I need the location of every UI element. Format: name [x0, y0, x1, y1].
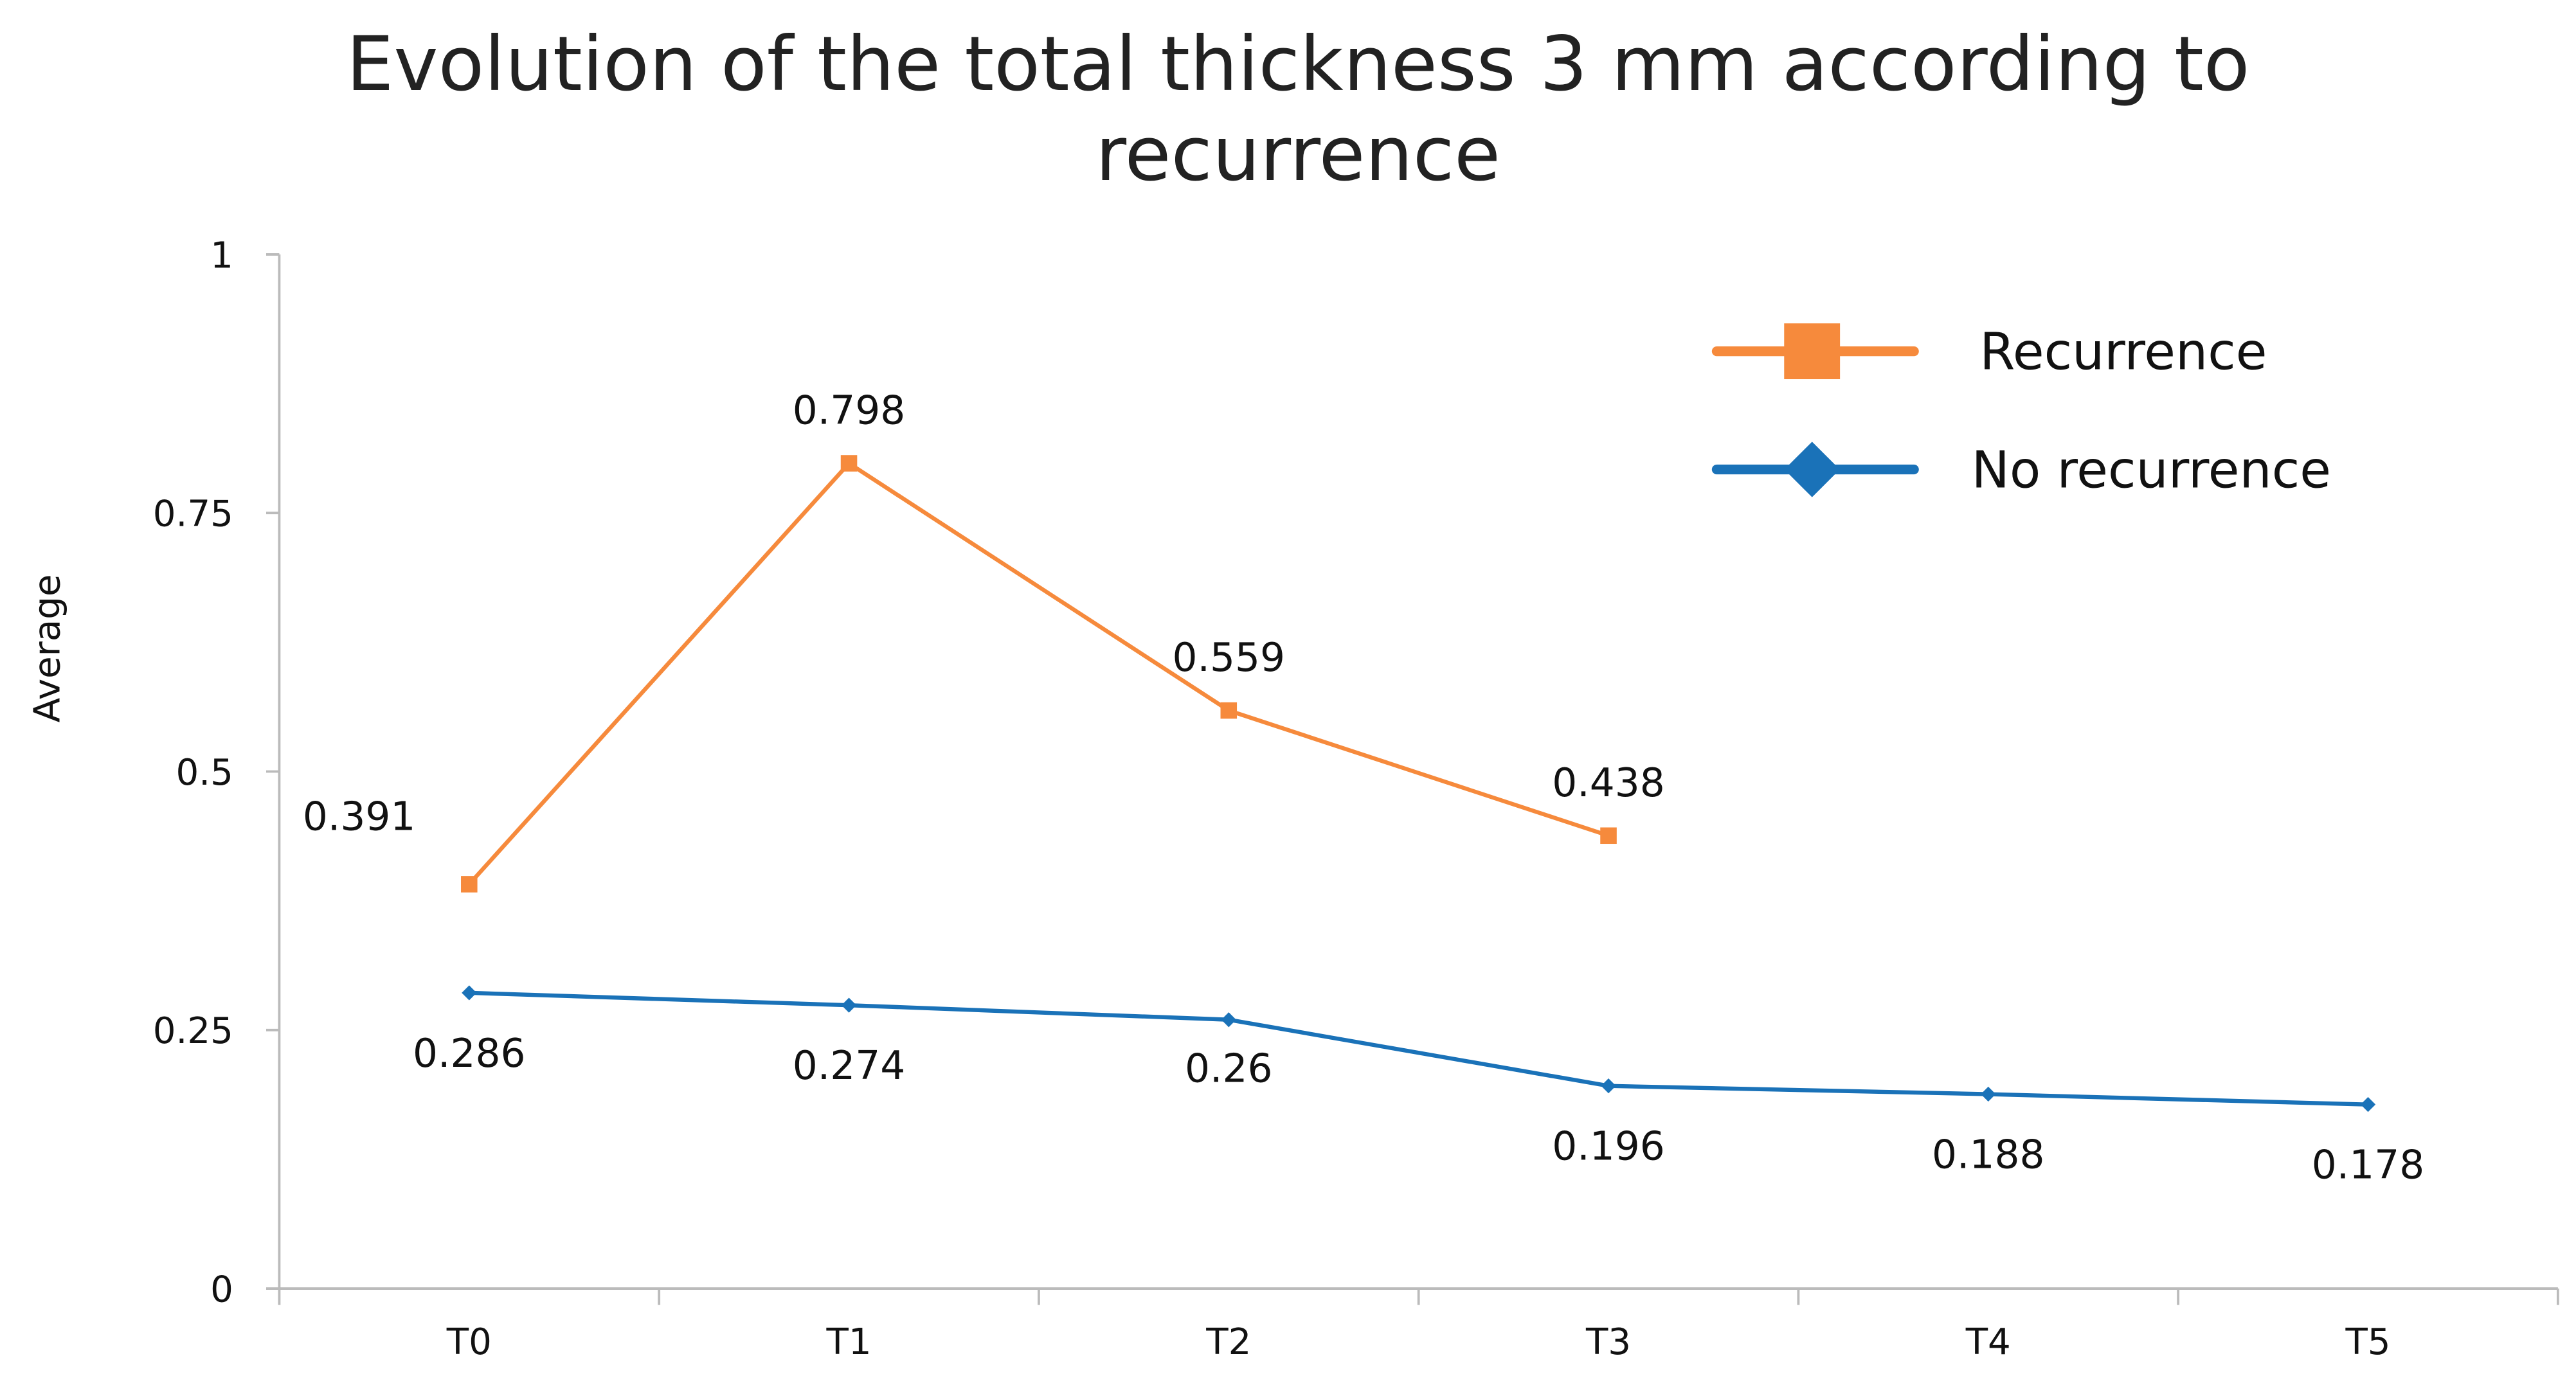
- y-tick-label: 1: [210, 235, 233, 276]
- data-point: [1981, 1086, 1996, 1102]
- data-label: 0.798: [793, 388, 906, 434]
- data-point: [1221, 1012, 1236, 1028]
- series-line: [469, 990, 2368, 1107]
- data-label: 0.438: [1552, 760, 1665, 806]
- data-label: 0.178: [2312, 1143, 2425, 1188]
- legend-marker: [1784, 323, 1841, 380]
- x-tick-label: T0: [446, 1321, 492, 1363]
- x-tick-label: T2: [1205, 1321, 1251, 1363]
- x-tick-label: T5: [2345, 1321, 2390, 1363]
- data-label: 0.26: [1185, 1046, 1273, 1092]
- data-label: 0.188: [1932, 1132, 2045, 1178]
- data-point: [1220, 702, 1238, 719]
- data-point: [1601, 1078, 1616, 1094]
- data-label: 0.196: [1552, 1124, 1665, 1170]
- y-tick-label: 0.75: [153, 494, 233, 535]
- data-label: 0.286: [413, 1031, 526, 1076]
- data-point: [841, 997, 857, 1013]
- y-axis-label: Average: [26, 575, 68, 723]
- data-point: [461, 876, 478, 893]
- chart-title: Evolution of the total thickness 3 mm ac…: [346, 20, 2250, 198]
- legend-label: Recurrence: [1979, 322, 2267, 382]
- data-label: 0.274: [793, 1043, 906, 1089]
- data-label: 0.559: [1173, 635, 1286, 681]
- x-tick-label: T1: [825, 1321, 871, 1363]
- legend-label: No recurrence: [1972, 440, 2331, 500]
- y-tick-label: 0: [210, 1269, 233, 1311]
- data-label: 0.391: [303, 794, 416, 840]
- x-tick-label: T4: [1965, 1321, 2011, 1363]
- data-point: [2360, 1097, 2376, 1112]
- data-point: [840, 455, 858, 472]
- series-line: [467, 460, 1610, 886]
- legend-marker: [1784, 442, 1840, 497]
- y-tick-label: 0.5: [176, 752, 233, 794]
- x-tick-label: T3: [1585, 1321, 1631, 1363]
- data-point: [462, 985, 477, 1001]
- data-point: [1600, 827, 1617, 844]
- y-tick-label: 0.25: [153, 1010, 233, 1052]
